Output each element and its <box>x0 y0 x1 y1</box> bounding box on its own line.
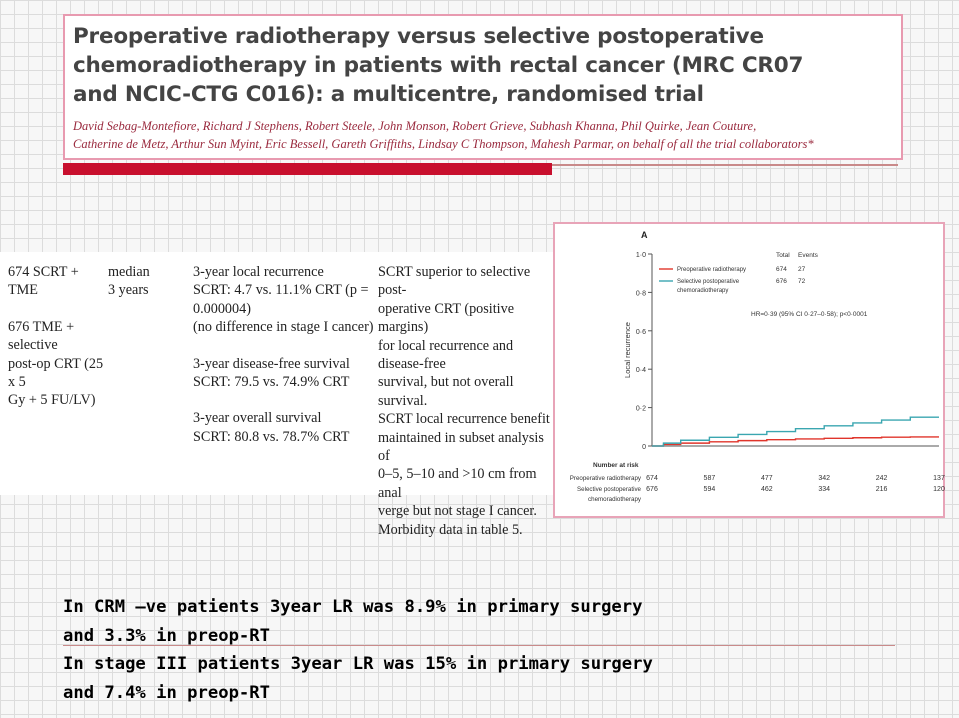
risk-count: 587 <box>704 475 716 482</box>
arm-scrt: 674 SCRT + TME <box>8 264 79 299</box>
paper-title-line-2: chemoradiotherapy in patients with recta… <box>73 53 804 78</box>
outcome-local-recurrence: 3-year local recurrence SCRT: 4.7 vs. 11… <box>193 264 374 336</box>
legend-events: 27 <box>798 266 806 273</box>
summary-line-2: and 3.3% in preop-RT <box>63 625 270 646</box>
risk-count: 137 <box>933 475 945 482</box>
arms-column: 674 SCRT + TME 676 TME + selective post-… <box>8 263 108 410</box>
risk-count: 242 <box>876 475 888 482</box>
trial-summary-table: 674 SCRT + TME 676 TME + selective post-… <box>0 252 555 538</box>
risk-count: 462 <box>761 486 773 493</box>
followup-column: median 3 years <box>108 263 188 300</box>
risk-count: 594 <box>704 486 716 493</box>
y-tick-label: 0·2 <box>636 406 646 413</box>
hr-annotation: HR=0·39 (95% CI 0·27–0·58); p<0·0001 <box>751 311 868 318</box>
summary-line-3: In stage III patients 3year LR was 15% i… <box>63 654 653 674</box>
title-divider-line <box>552 164 898 166</box>
risk-count: 674 <box>646 475 658 482</box>
y-tick-label: 1·0 <box>636 252 646 259</box>
y-tick-label: 0·4 <box>636 367 646 374</box>
y-axis-label: Local recurrence <box>623 322 632 378</box>
legend-total: 676 <box>776 278 787 285</box>
summary-line-4: and 7.4% in preop-RT <box>63 682 270 703</box>
risk-count: 216 <box>876 486 888 493</box>
risk-table-title: Number at risk <box>593 462 639 469</box>
legend-label: chemoradiotherapy <box>677 288 728 294</box>
title-accent-bar <box>63 163 552 175</box>
paper-title-line-3: and NCIC-CTG C016): a multicentre, rando… <box>73 82 704 107</box>
footer-divider <box>63 645 895 646</box>
panel-label: A <box>641 230 648 240</box>
followup-text: median 3 years <box>108 264 150 299</box>
outcome-overall-survival: 3-year overall survival SCRT: 80.8 vs. 7… <box>193 410 350 445</box>
series-preop-rt-line <box>652 436 939 447</box>
authors-line-2: Catherine de Metz, Arthur Sun Myint, Eri… <box>73 137 814 151</box>
risk-row-label: chemoradiotherapy <box>588 496 642 503</box>
risk-count: 120 <box>933 486 945 493</box>
legend-events: 72 <box>798 278 806 285</box>
risk-count: 477 <box>761 475 773 482</box>
km-chart-panel: A 0 0·2 0·4 0·6 0·8 1·0 Local recurrence Total Ev… <box>553 222 945 518</box>
legend-label: Selective postoperative <box>677 279 740 285</box>
outcome-disease-free: 3-year disease-free survival SCRT: 79.5 … <box>193 355 350 391</box>
risk-row-label: Selective postoperative <box>577 486 642 493</box>
y-tick-label: 0·6 <box>636 329 646 336</box>
paper-title-box: Preoperative radiotherapy versus selecti… <box>63 14 903 160</box>
outcomes-column: 3-year local recurrence SCRT: 4.7 vs. 11… <box>193 263 378 446</box>
summary-line-1: In CRM –ve patients 3year LR was 8.9% in… <box>63 597 643 617</box>
risk-row-label: Preoperative radiotherapy <box>570 475 642 482</box>
legend-label: Preoperative radiotherapy <box>677 267 746 273</box>
arm-crt: 676 TME + selective post-op CRT (25 x 5 … <box>8 318 104 409</box>
conclusion-column: SCRT superior to selective post- operati… <box>378 263 555 539</box>
legend-total: 674 <box>776 266 787 273</box>
paper-title-line-1: Preoperative radiotherapy versus selecti… <box>73 24 764 49</box>
risk-count: 342 <box>818 475 830 482</box>
km-chart: A 0 0·2 0·4 0·6 0·8 1·0 Local recurrence Total Ev… <box>570 230 945 503</box>
risk-count: 334 <box>818 486 830 493</box>
risk-count: 676 <box>646 486 658 493</box>
legend-total-header: Total <box>776 252 790 259</box>
y-tick-label: 0·8 <box>636 290 646 297</box>
authors: David Sebag-Montefiore, Richard J Stephe… <box>73 117 891 153</box>
summary-note: In CRM –ve patients 3year LR was 8.9% in… <box>63 593 923 707</box>
legend-events-header: Events <box>798 252 819 259</box>
authors-line-1: David Sebag-Montefiore, Richard J Stephe… <box>73 119 757 133</box>
conclusion-text: SCRT superior to selective post- operati… <box>378 264 550 538</box>
series-selective-crt-line <box>652 416 939 447</box>
y-tick-label: 0 <box>642 444 646 451</box>
